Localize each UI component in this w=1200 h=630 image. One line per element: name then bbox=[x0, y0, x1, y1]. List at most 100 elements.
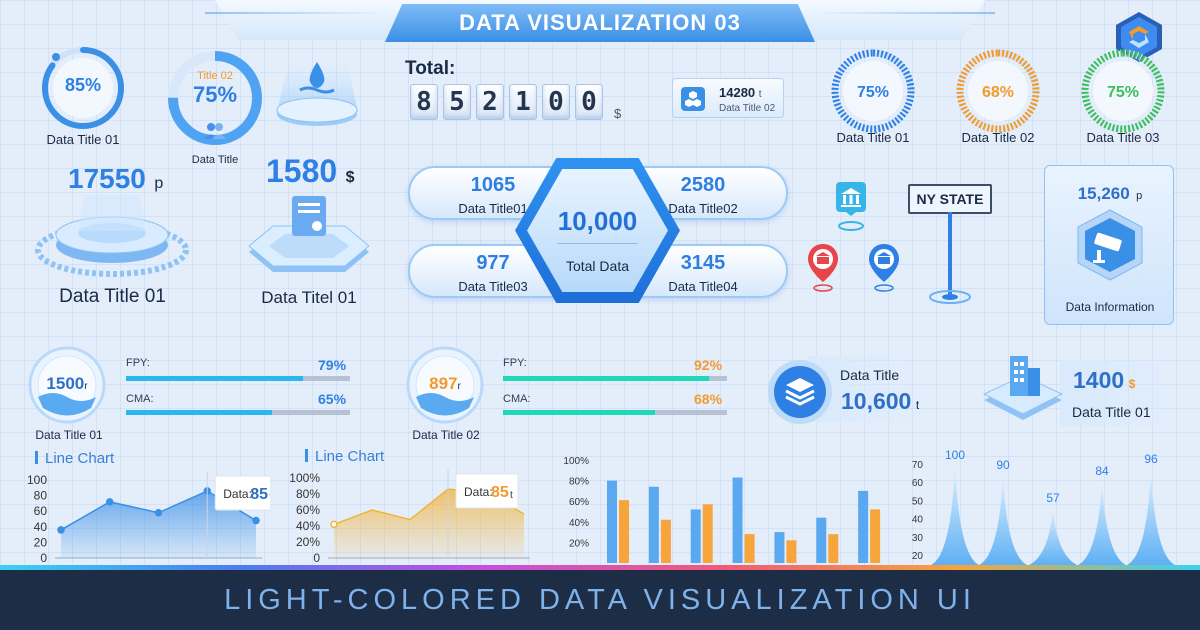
camera-card-value: 15,260 bbox=[1077, 184, 1130, 203]
chart-1-tooltip bbox=[214, 475, 270, 511]
chart-2-ytick: 0 bbox=[313, 551, 320, 565]
chart-1-ytick: 60 bbox=[34, 504, 48, 518]
bar-chart-ytick: 80% bbox=[569, 477, 589, 488]
blue-location-pin-icon[interactable] bbox=[866, 242, 902, 292]
peak-label: 96 bbox=[1144, 452, 1158, 466]
stat-card-2-unit: $ bbox=[1128, 377, 1136, 391]
peak[interactable] bbox=[1029, 508, 1077, 565]
line-chart-2[interactable]: 100% 80% 60% 40% 20% 0 Data:85 t bbox=[275, 466, 545, 565]
platform-1-value-group: 17550 p bbox=[68, 163, 163, 195]
bar[interactable] bbox=[816, 517, 827, 563]
chart-2-tooltip-label: Data: bbox=[464, 485, 493, 499]
hub-center-value: 10,000 bbox=[557, 206, 638, 236]
bar[interactable] bbox=[774, 532, 785, 563]
bar[interactable] bbox=[786, 540, 797, 563]
total-digit: 2 bbox=[476, 84, 504, 120]
peak-label: 90 bbox=[996, 458, 1010, 472]
gauge-1-bar-2-value: 65% bbox=[318, 391, 347, 407]
hub-divider bbox=[557, 243, 638, 244]
bar-chart-ytick: 100% bbox=[563, 456, 589, 467]
bar-chart[interactable]: 100% 80% 60% 40% 20% bbox=[555, 450, 895, 565]
badge-unit: t bbox=[758, 89, 762, 100]
bar[interactable] bbox=[828, 534, 839, 563]
bar[interactable] bbox=[744, 534, 755, 563]
chart-1-ytick: 40 bbox=[34, 520, 48, 534]
gauge-1-label: Data Title 01 bbox=[35, 428, 103, 442]
layers-icon bbox=[768, 360, 832, 424]
bar-chart-ytick: 40% bbox=[569, 518, 589, 529]
stat-card-2 bbox=[1060, 360, 1164, 426]
bar[interactable] bbox=[702, 504, 713, 563]
bank-pin-icon[interactable] bbox=[830, 182, 872, 232]
total-unit: $ bbox=[614, 106, 622, 121]
chart-1-ytick: 80 bbox=[34, 489, 48, 503]
peak-chart[interactable]: 70 60 50 40 30 20 100 90 57 84 96 bbox=[895, 448, 1195, 565]
gauge-1-bar-1-name: FPY: bbox=[126, 357, 150, 369]
platform-2-unit: $ bbox=[345, 169, 355, 186]
chart-1-tooltip-value: 85 bbox=[250, 486, 268, 503]
platform-1-unit: p bbox=[154, 175, 164, 192]
platform-1-label: Data Title 01 bbox=[59, 286, 166, 307]
peak-chart-ytick: 20 bbox=[912, 551, 924, 562]
hub-item-1-value: 1065 bbox=[470, 174, 516, 196]
bar-chart-ytick: 60% bbox=[569, 497, 589, 508]
gauge-1-bar-2-name: CMA: bbox=[126, 393, 154, 405]
peak-chart-ytick: 70 bbox=[912, 460, 924, 471]
peak-chart-ytick: 60 bbox=[912, 478, 924, 489]
ring-gauge-3: 75% bbox=[831, 49, 915, 133]
peak[interactable] bbox=[931, 465, 979, 565]
ring-2-title: Title 02 bbox=[197, 70, 233, 82]
hub-item-4-label: Data Title04 bbox=[668, 279, 738, 294]
red-location-pin-icon[interactable] bbox=[805, 242, 841, 292]
platform-2-value: 1580 bbox=[266, 153, 338, 189]
header-line-right bbox=[815, 12, 995, 14]
chart-1-title: Line Chart bbox=[35, 450, 114, 467]
chart-1-tooltip-label: Data: bbox=[223, 487, 252, 501]
chart-1-tooltip-unit: t bbox=[269, 492, 270, 503]
ring-5-value: 75% bbox=[1107, 84, 1139, 101]
ring-gauge-2: Title 02 75% bbox=[165, 48, 265, 148]
chart-2-ytick: 100% bbox=[289, 471, 320, 485]
bar[interactable] bbox=[858, 490, 869, 563]
peak-chart-ytick: 40 bbox=[912, 515, 924, 526]
ring-4-value: 68% bbox=[982, 84, 1014, 101]
peak-label: 84 bbox=[1095, 464, 1109, 478]
hub-center-label: Total Data bbox=[565, 258, 630, 274]
gauge-2-unit: r bbox=[457, 381, 461, 392]
bar[interactable] bbox=[690, 509, 701, 563]
page-title: DATA VISUALIZATION 03 bbox=[385, 4, 815, 42]
chart-1-point[interactable] bbox=[106, 498, 114, 506]
chart-2-ytick: 40% bbox=[296, 519, 320, 533]
gauge-1-value: 1500 bbox=[46, 374, 85, 393]
gauge-1-bar-1-track bbox=[126, 376, 350, 381]
peak[interactable] bbox=[1078, 481, 1126, 565]
total-badge-card: 14280 t Data Title 02 bbox=[672, 78, 784, 118]
bar[interactable] bbox=[607, 480, 617, 563]
peak[interactable] bbox=[979, 475, 1027, 565]
chart-2-tooltip bbox=[455, 473, 519, 509]
ring-5-label: Data Title 03 bbox=[1086, 130, 1160, 145]
ring-gauge-5: 75% bbox=[1081, 49, 1165, 133]
app-logo-icon[interactable] bbox=[1112, 10, 1166, 64]
hub-item-2-label: Data Title02 bbox=[668, 201, 738, 216]
ring-3-value: 75% bbox=[857, 84, 889, 101]
gauge-2-value-group: 897r bbox=[403, 374, 487, 394]
bar[interactable] bbox=[732, 477, 743, 563]
hub-item-2-value: 2580 bbox=[680, 174, 726, 196]
total-digit: 5 bbox=[443, 84, 471, 120]
chart-1-point[interactable] bbox=[154, 509, 163, 517]
chart-1-point[interactable] bbox=[57, 526, 65, 534]
bar[interactable] bbox=[619, 500, 629, 563]
sign-pole bbox=[929, 212, 971, 304]
stat-card-1-value: 10,600 bbox=[841, 388, 912, 414]
gauge-2-label: Data Title 02 bbox=[412, 428, 480, 442]
chart-1-point[interactable] bbox=[252, 516, 260, 525]
gauge-2-graphic bbox=[406, 346, 484, 424]
total-label: Total: bbox=[405, 58, 456, 79]
peak[interactable] bbox=[1127, 469, 1175, 565]
bar[interactable] bbox=[870, 509, 881, 563]
bar[interactable] bbox=[660, 519, 671, 563]
bar[interactable] bbox=[648, 486, 659, 563]
chart-2-point[interactable] bbox=[330, 520, 338, 529]
